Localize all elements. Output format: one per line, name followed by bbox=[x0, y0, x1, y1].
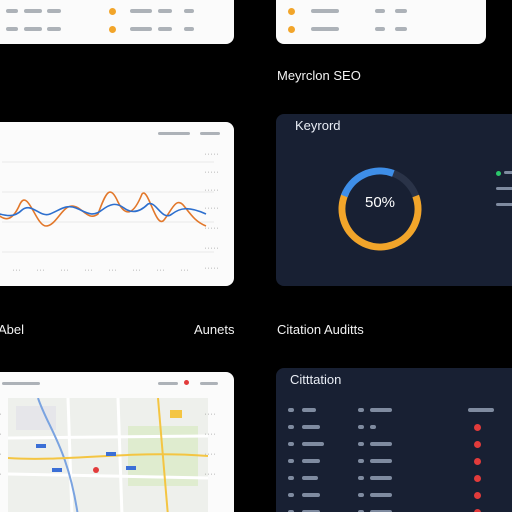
line-chart bbox=[0, 161, 214, 253]
alert-icon bbox=[184, 380, 189, 385]
top-left-list-card bbox=[0, 0, 234, 44]
donut-chart bbox=[338, 167, 422, 251]
status-icon bbox=[288, 25, 295, 33]
list-item[interactable] bbox=[0, 2, 234, 20]
table-row[interactable] bbox=[288, 486, 512, 504]
table-row[interactable] bbox=[288, 503, 512, 512]
alert-icon bbox=[474, 440, 481, 448]
list-item[interactable] bbox=[276, 20, 486, 38]
legend-label bbox=[496, 203, 512, 206]
list-item[interactable] bbox=[276, 2, 486, 20]
abel-caption: Abel bbox=[0, 322, 25, 337]
table-row[interactable] bbox=[288, 418, 512, 436]
keyword-seo-caption: Meyrclon SEO bbox=[277, 68, 361, 83]
status-icon bbox=[288, 7, 295, 15]
top-right-list-card bbox=[276, 0, 486, 44]
alert-icon bbox=[474, 423, 481, 431]
toolbar-label bbox=[2, 382, 40, 385]
map-view[interactable] bbox=[8, 398, 208, 512]
aunets-caption: Aunets bbox=[194, 322, 235, 337]
status-icon bbox=[109, 7, 116, 15]
map-pin-icon bbox=[93, 467, 99, 473]
status-icon bbox=[109, 25, 116, 33]
alert-icon bbox=[474, 491, 481, 499]
keyword-card-title: Keyrord bbox=[295, 118, 341, 133]
toolbar-label bbox=[158, 382, 178, 385]
table-row[interactable] bbox=[288, 469, 512, 487]
legend-label bbox=[504, 171, 512, 174]
table-row[interactable] bbox=[288, 452, 512, 470]
table-row[interactable] bbox=[288, 435, 512, 453]
alert-icon bbox=[474, 474, 481, 482]
list-item[interactable] bbox=[0, 20, 234, 38]
legend-dot-green bbox=[496, 171, 501, 176]
line-chart-card: ····· ····· ····· ····· ····· ····· ····… bbox=[0, 122, 234, 286]
toolbar-label bbox=[200, 382, 218, 385]
legend-label bbox=[158, 132, 190, 135]
alert-icon bbox=[474, 508, 481, 512]
alert-icon bbox=[474, 457, 481, 465]
citation-audits-caption: Citation Auditts bbox=[277, 322, 364, 337]
series-blue-line bbox=[0, 202, 207, 217]
legend-label bbox=[200, 132, 220, 135]
map-card: ·· ·· ·· ·· ···· ···· ···· ···· bbox=[0, 372, 234, 512]
citation-card-title: Citttation bbox=[290, 372, 342, 387]
table-row[interactable] bbox=[288, 401, 512, 419]
donut-blue-arc bbox=[338, 167, 422, 251]
donut-percent-value: 50% bbox=[365, 194, 396, 211]
legend-label bbox=[496, 187, 512, 190]
keyword-donut-card: Keyrord 50% bbox=[276, 114, 512, 286]
citation-card: Citttation bbox=[276, 368, 512, 512]
